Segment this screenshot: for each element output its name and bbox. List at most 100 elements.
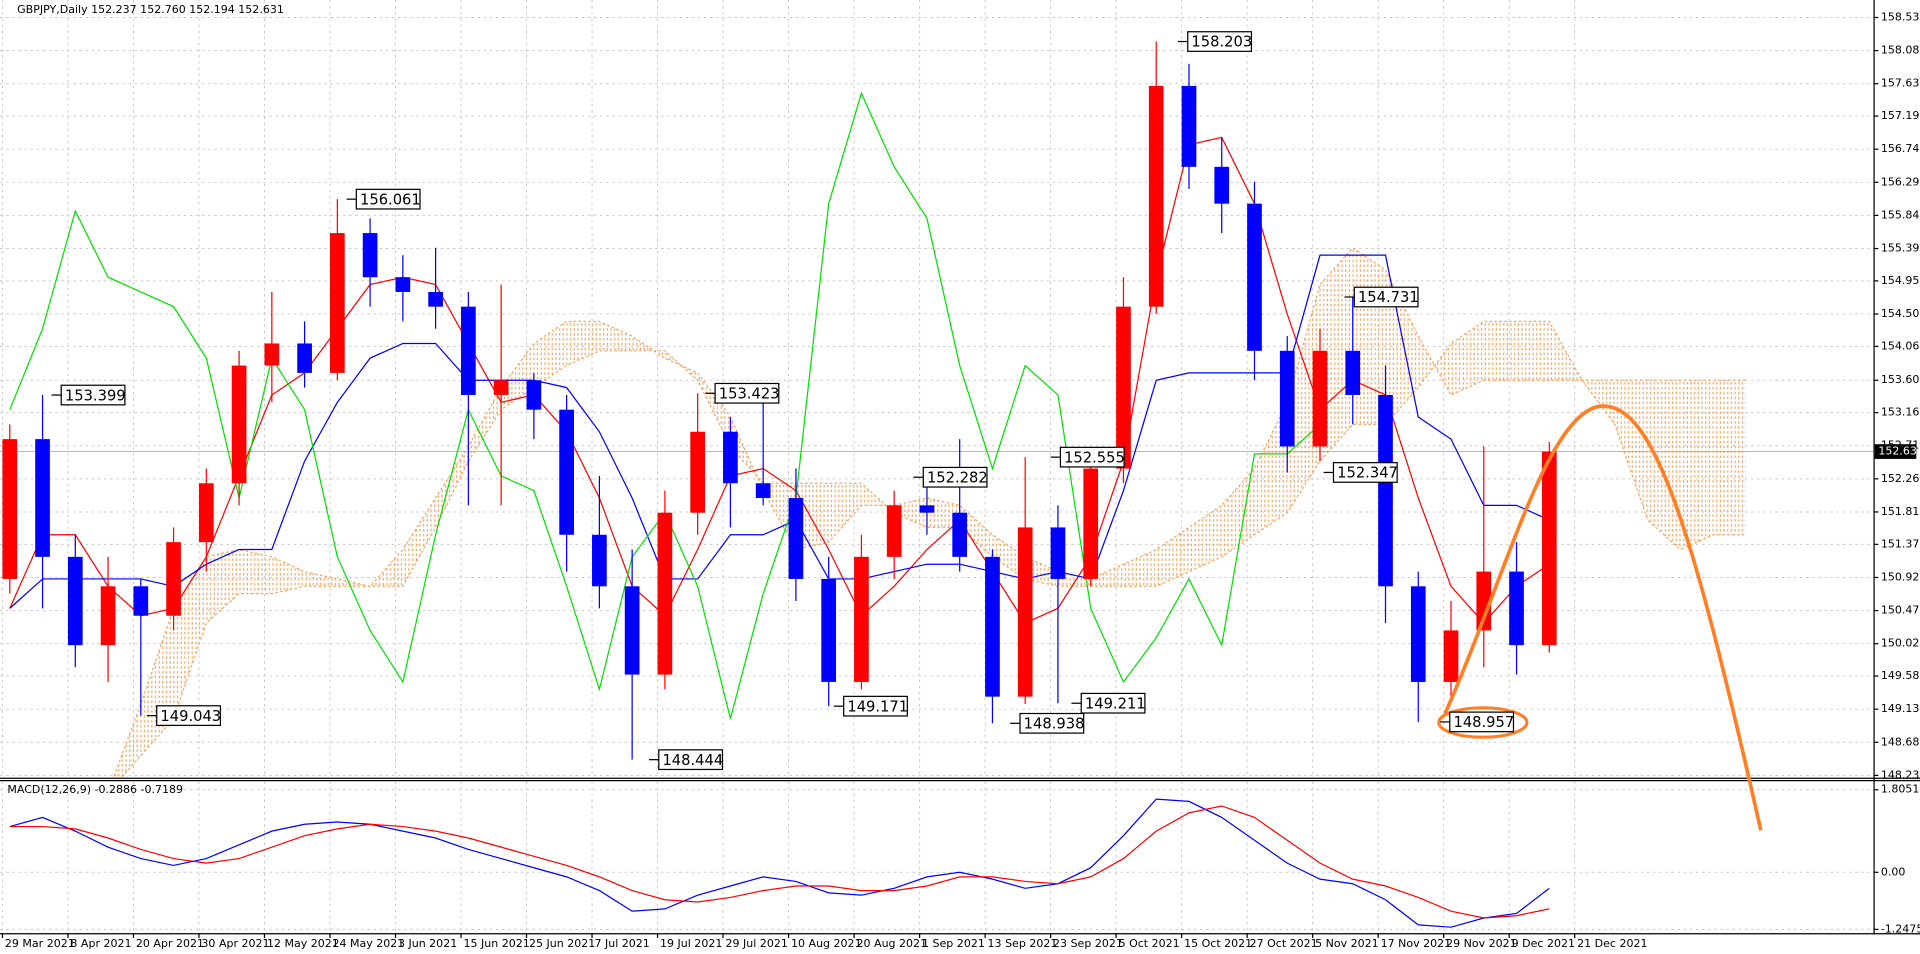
candle-body (264, 343, 280, 366)
cloud (206, 549, 240, 624)
annotation-box (355, 188, 421, 210)
candle-body (1214, 166, 1230, 204)
x-tick-label: 7 Jul 2021 (594, 937, 649, 950)
candle-body (755, 483, 771, 498)
y-tick-label: 149.130 (1881, 702, 1920, 715)
candle-body (1247, 203, 1262, 351)
annotation-box (922, 466, 988, 488)
candle-body (67, 556, 83, 646)
candle-body (1050, 527, 1066, 579)
y-tick-label: 1.8051 (1881, 783, 1920, 796)
cloud (1156, 527, 1189, 587)
cloud (468, 387, 502, 462)
x-tick-label: 29 Jul 2021 (726, 937, 788, 950)
y-tick-label: 148.680 (1881, 735, 1920, 748)
cloud (435, 446, 469, 528)
candle-body (592, 534, 607, 587)
candle-body (1116, 306, 1131, 469)
cloud (173, 556, 207, 719)
candle-body (886, 505, 902, 557)
x-tick-label: 1 Sep 2021 (922, 937, 985, 950)
y-tick-label: 156.290 (1881, 175, 1920, 188)
annotation-label: 148.957 (1453, 714, 1514, 731)
cloud (271, 556, 305, 594)
annotation-box (1019, 712, 1085, 734)
cloud (599, 321, 633, 351)
y-tick-label: 150.470 (1881, 604, 1920, 617)
candle-body (854, 556, 869, 682)
cloud (992, 534, 1026, 579)
candle-body (657, 512, 673, 675)
annotation-box (658, 749, 724, 771)
y-tick-label: 148.230 (1881, 768, 1920, 781)
cloud (697, 372, 731, 447)
annotation-box (1353, 286, 1419, 308)
candle-body (493, 380, 509, 395)
candle-body (1443, 630, 1459, 682)
candle-body (35, 439, 50, 557)
candle-body (133, 586, 149, 616)
annotation-box (1187, 31, 1253, 52)
y-tick-label: 0.00 (1881, 865, 1906, 878)
annotation-label: 152.282 (927, 469, 988, 486)
y-tick-label: 153.160 (1881, 406, 1920, 419)
x-tick-label: 13 Sep 2021 (988, 937, 1058, 950)
candle-body (1476, 571, 1492, 631)
cloud (763, 483, 796, 550)
y-tick-label: 157.190 (1881, 109, 1920, 122)
candle-body (723, 431, 738, 484)
cloud (959, 505, 993, 557)
cloud (795, 483, 829, 550)
annotation-label: 153.423 (719, 385, 780, 402)
x-tick-label: 3 Jun 2021 (398, 937, 457, 950)
x-tick-label: 29 Nov 2021 (1446, 937, 1517, 950)
y-tick-label: 154.950 (1881, 274, 1920, 287)
y-tick-label: 157.630 (1881, 77, 1920, 90)
candle-body (985, 556, 1000, 697)
cloud (1025, 556, 1058, 587)
macd-line (9, 798, 1550, 928)
x-tick-label: 24 May 2021 (332, 937, 404, 950)
y-tick-label: 154.060 (1881, 339, 1920, 352)
candle-body (2, 439, 18, 579)
cloud (1385, 269, 1419, 425)
candle-body (100, 586, 116, 646)
annotation-box (1059, 446, 1125, 468)
candle-body (1279, 350, 1295, 447)
candle-body (624, 586, 640, 675)
annotation-label: 152.347 (1337, 465, 1398, 482)
annotation-label: 158.203 (1191, 34, 1252, 51)
x-tick-label: 23 Sep 2021 (1053, 937, 1123, 950)
cloud (1287, 284, 1320, 513)
drawn-ellipse (1437, 706, 1529, 739)
y-tick-label: 158.530 (1881, 10, 1920, 23)
candle-body (1509, 571, 1524, 646)
candle-body (231, 365, 247, 484)
cloud (501, 343, 534, 410)
cloud (1123, 549, 1157, 587)
annotation-box (1332, 462, 1398, 483)
annotation-label: 153.399 (65, 387, 126, 404)
macd-line (9, 805, 1550, 919)
candle-body (428, 291, 443, 307)
candle-body (297, 343, 312, 373)
candle-body (1378, 394, 1393, 587)
price-panel (0, 0, 1874, 778)
cloud (926, 497, 960, 528)
annotation-box (1449, 711, 1515, 733)
annotation-label: 149.043 (160, 708, 221, 725)
annotation-box (1080, 692, 1146, 714)
annotation-box (60, 384, 126, 406)
cloud (533, 321, 567, 388)
candle-body (1312, 350, 1328, 447)
candle-body (461, 306, 476, 395)
annotation-box (714, 382, 780, 404)
indicator-line (9, 136, 1550, 625)
x-tick-label: 29 Mar 2021 (5, 937, 75, 950)
y-tick-label: 150.920 (1881, 570, 1920, 583)
y-tick-label: 149.580 (1881, 669, 1920, 682)
x-tick-label: 15 Oct 2021 (1184, 937, 1252, 950)
annotation-label: 154.731 (1358, 289, 1419, 306)
cloud (1647, 380, 1681, 550)
